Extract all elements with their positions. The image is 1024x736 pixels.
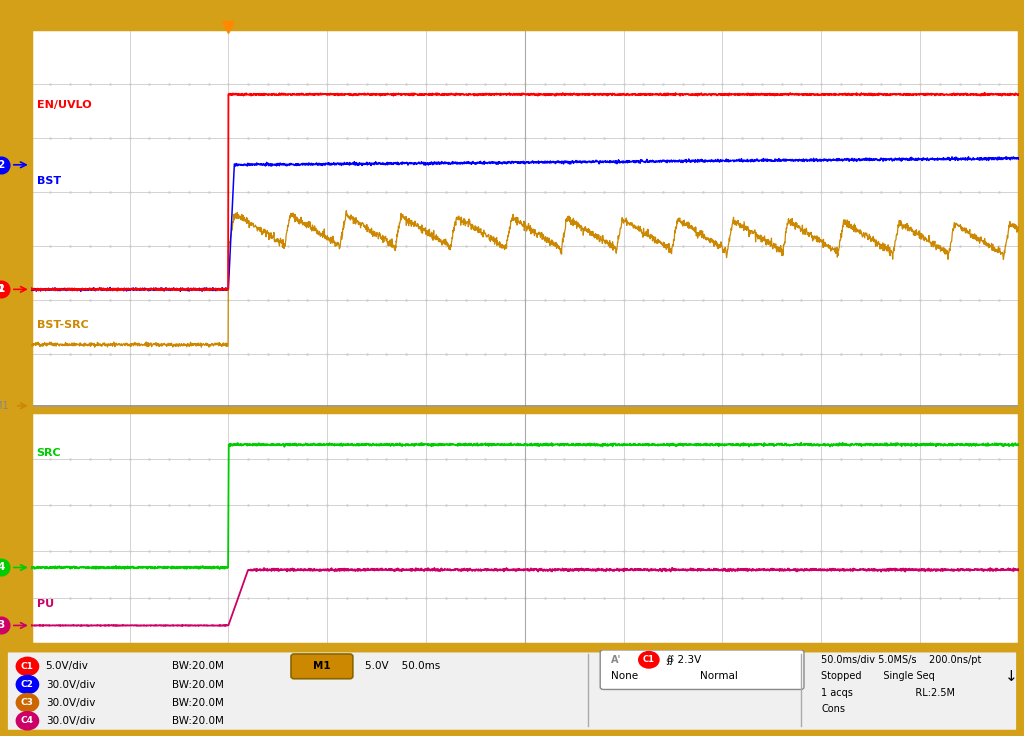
Text: 3: 3 (0, 620, 5, 631)
Text: A': A' (611, 655, 622, 665)
Text: None: None (611, 671, 639, 682)
Text: M1: M1 (313, 662, 331, 671)
Text: ∯ 2.3V: ∯ 2.3V (666, 655, 701, 665)
FancyBboxPatch shape (600, 650, 804, 690)
Text: C4: C4 (20, 716, 34, 725)
Text: 1 acqs                    RL:2.5M: 1 acqs RL:2.5M (821, 687, 955, 698)
Text: C3: C3 (20, 698, 34, 707)
Text: ↓: ↓ (1005, 669, 1017, 684)
Circle shape (16, 657, 39, 676)
Text: EN/UVLO: EN/UVLO (37, 100, 91, 110)
Circle shape (16, 693, 39, 712)
Text: 30.0V/div: 30.0V/div (46, 698, 95, 707)
Text: BW:20.0M: BW:20.0M (172, 716, 224, 726)
Text: 2: 2 (0, 160, 5, 170)
Text: C2: C2 (20, 680, 34, 689)
Text: C1: C1 (20, 662, 34, 671)
Text: 1: 1 (0, 284, 5, 294)
Text: BST-SRC: BST-SRC (37, 320, 88, 330)
Text: BST: BST (37, 176, 60, 185)
Text: 5.0V    50.0ms: 5.0V 50.0ms (365, 662, 440, 671)
Text: 30.0V/div: 30.0V/div (46, 679, 95, 690)
FancyBboxPatch shape (291, 654, 353, 679)
Text: M1: M1 (0, 401, 8, 411)
Text: Normal: Normal (699, 671, 737, 682)
Text: PU: PU (37, 599, 54, 609)
Text: 2: 2 (0, 284, 4, 294)
Text: C1: C1 (643, 655, 655, 665)
Circle shape (16, 712, 39, 730)
Text: 1: 1 (0, 284, 4, 294)
Text: SRC: SRC (37, 448, 61, 459)
Text: 30.0V/div: 30.0V/div (46, 716, 95, 726)
Circle shape (639, 651, 659, 668)
Text: BW:20.0M: BW:20.0M (172, 679, 224, 690)
Text: BW:20.0M: BW:20.0M (172, 662, 224, 671)
Circle shape (16, 676, 39, 693)
Text: Stopped       Single Seq: Stopped Single Seq (821, 671, 935, 682)
Text: BW:20.0M: BW:20.0M (172, 698, 224, 707)
FancyBboxPatch shape (6, 651, 1018, 732)
Text: Cons: Cons (821, 704, 845, 714)
Text: 4: 4 (0, 562, 5, 573)
Text: 50.0ms/div 5.0MS/s    200.0ns/pt: 50.0ms/div 5.0MS/s 200.0ns/pt (821, 655, 982, 665)
Text: 5.0V/div: 5.0V/div (46, 662, 88, 671)
